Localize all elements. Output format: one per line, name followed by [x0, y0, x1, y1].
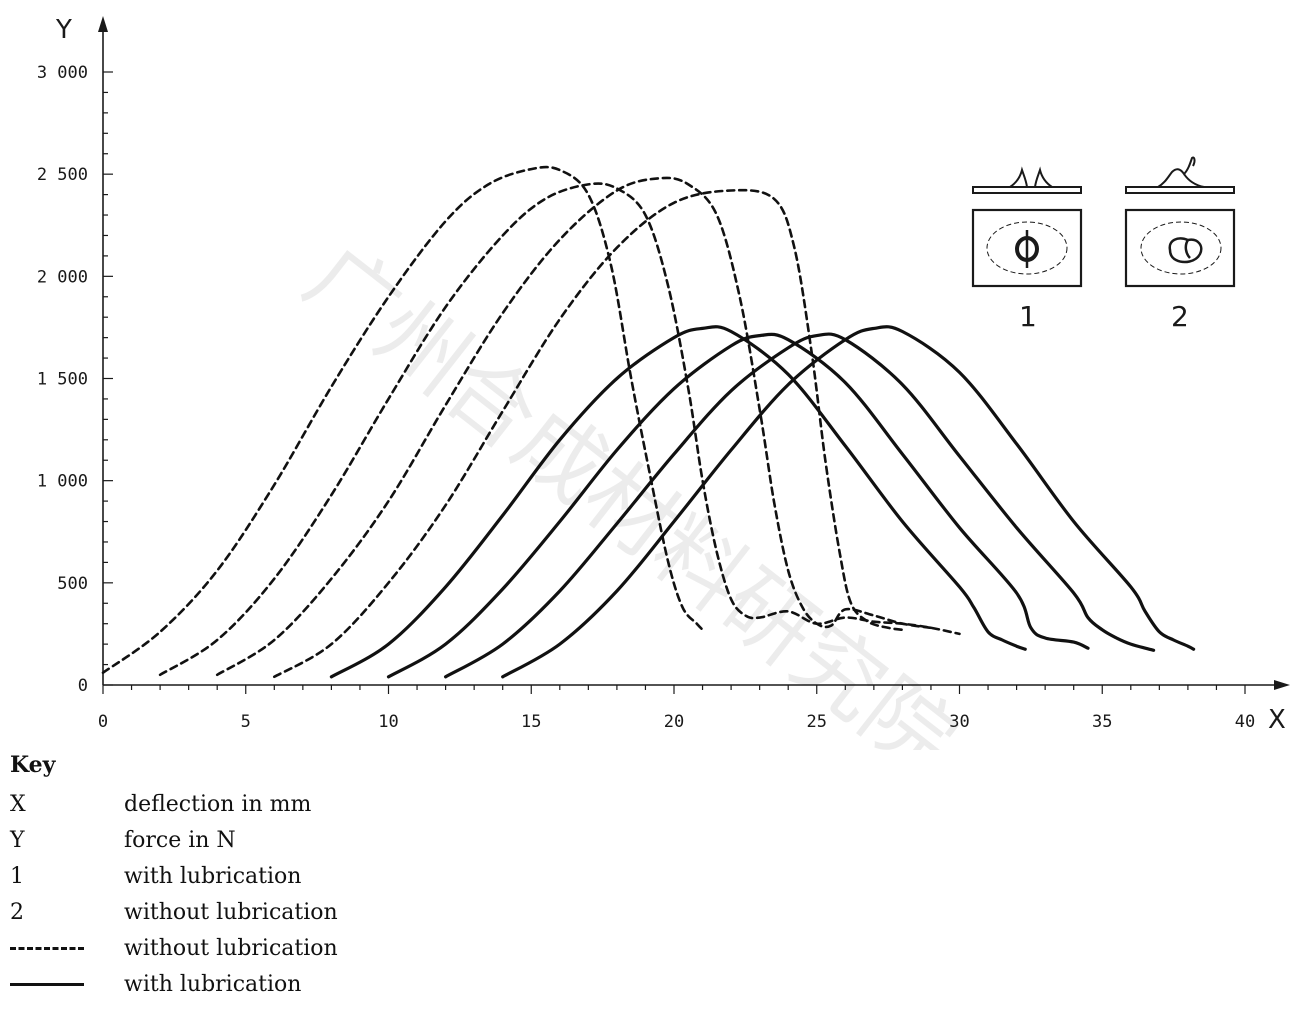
key-symbol-dashed	[10, 946, 124, 950]
x-tick-label: 40	[1235, 712, 1255, 732]
series-lines	[101, 165, 1196, 679]
x-tick-label: 25	[807, 712, 827, 732]
x-tick-label: 30	[949, 712, 969, 732]
key-row-dashed: without lubrication	[10, 930, 338, 966]
inset-2-ellipse	[1140, 221, 1222, 275]
key-symbol-y: Y	[10, 827, 25, 853]
inset-1-frame	[971, 208, 1083, 288]
y-axis-arrow	[98, 16, 108, 32]
key-symbol-1: 1	[10, 863, 24, 889]
key-row-x: X deflection in mm	[10, 786, 338, 822]
x-tick-label: 35	[1092, 712, 1112, 732]
y-tick-label: 500	[57, 574, 88, 594]
x-tick-labels: 0 5 10 15 20 25 30 35 40	[98, 712, 1255, 732]
x-tick-label: 10	[378, 712, 398, 732]
x-tick-label: 5	[241, 712, 251, 732]
minor-ticks	[102, 71, 1246, 694]
x-tick-label: 15	[521, 712, 541, 732]
inset-1-ellipse	[986, 221, 1068, 275]
inset-2-bulge	[1157, 156, 1205, 188]
key-legend: Key X deflection in mm Y force in N 1 wi…	[10, 750, 338, 1002]
key-label-1: with lubrication	[124, 863, 302, 889]
y-tick-label: 1 500	[37, 370, 88, 390]
watermark-text-line-1: 广州合成材料研究院	[287, 225, 975, 750]
y-axis-name: Y	[55, 15, 72, 45]
x-tick-label: 20	[664, 712, 684, 732]
solid-series-line-7	[444, 332, 1156, 679]
key-symbol-solid	[10, 982, 124, 986]
dashed-series-line-1	[101, 165, 704, 674]
inset-label-2: 2	[1171, 300, 1189, 333]
key-label-y: force in N	[124, 827, 236, 853]
inset-diagrams: 1 2	[971, 156, 1236, 333]
inset-2-hole	[1168, 237, 1203, 264]
key-label-dashed: without lubrication	[124, 935, 338, 961]
inset-diagram-1: 1	[971, 166, 1083, 333]
inset-2-frame	[1124, 208, 1236, 288]
inset-1-plate	[972, 186, 1082, 194]
key-row-y: Y force in N	[10, 822, 338, 858]
key-label-x: deflection in mm	[124, 791, 312, 817]
force-deflection-chart: 广州合成材料研究院 Y X 0 5 10 15 20 25 30 35 40 0 500 1 000…	[37, 15, 1290, 750]
y-tick-labels: 0 500 1 000 1 500 2 000 2 500 3 000	[37, 63, 88, 696]
x-axis-name: X	[1268, 705, 1286, 735]
key-symbol-2: 2	[10, 899, 24, 925]
key-label-solid: with lubrication	[124, 971, 302, 997]
axes: Y X	[55, 15, 1290, 735]
solid-series-line-6	[386, 332, 1090, 679]
inset-1-petal-fracture	[1009, 166, 1053, 188]
y-tick-label: 3 000	[37, 63, 88, 83]
y-tick-label: 2 000	[37, 267, 88, 287]
key-row-solid: with lubrication	[10, 966, 338, 1002]
key-row-1: 1 with lubrication	[10, 858, 338, 894]
key-title: Key	[10, 752, 56, 778]
inset-2-plate	[1125, 186, 1235, 194]
inset-diagram-2: 2	[1124, 156, 1236, 333]
y-tick-label: 0	[78, 676, 88, 696]
inset-label-1: 1	[1019, 300, 1037, 333]
x-tick-label: 0	[98, 712, 108, 732]
key-label-2: without lubrication	[124, 899, 338, 925]
key-row-2: 2 without lubrication	[10, 894, 338, 930]
y-tick-label: 1 000	[37, 472, 88, 492]
y-tick-label: 2 500	[37, 165, 88, 185]
solid-line-sample	[10, 982, 84, 986]
solid-series-line-8	[501, 325, 1196, 679]
watermark: 广州合成材料研究院	[287, 225, 975, 750]
key-symbol-x: X	[10, 791, 26, 817]
x-axis-arrow	[1274, 680, 1290, 690]
dashed-series-line-3	[215, 176, 933, 677]
dashed-line-sample	[10, 946, 84, 950]
dashed-series-line-4	[273, 188, 904, 679]
